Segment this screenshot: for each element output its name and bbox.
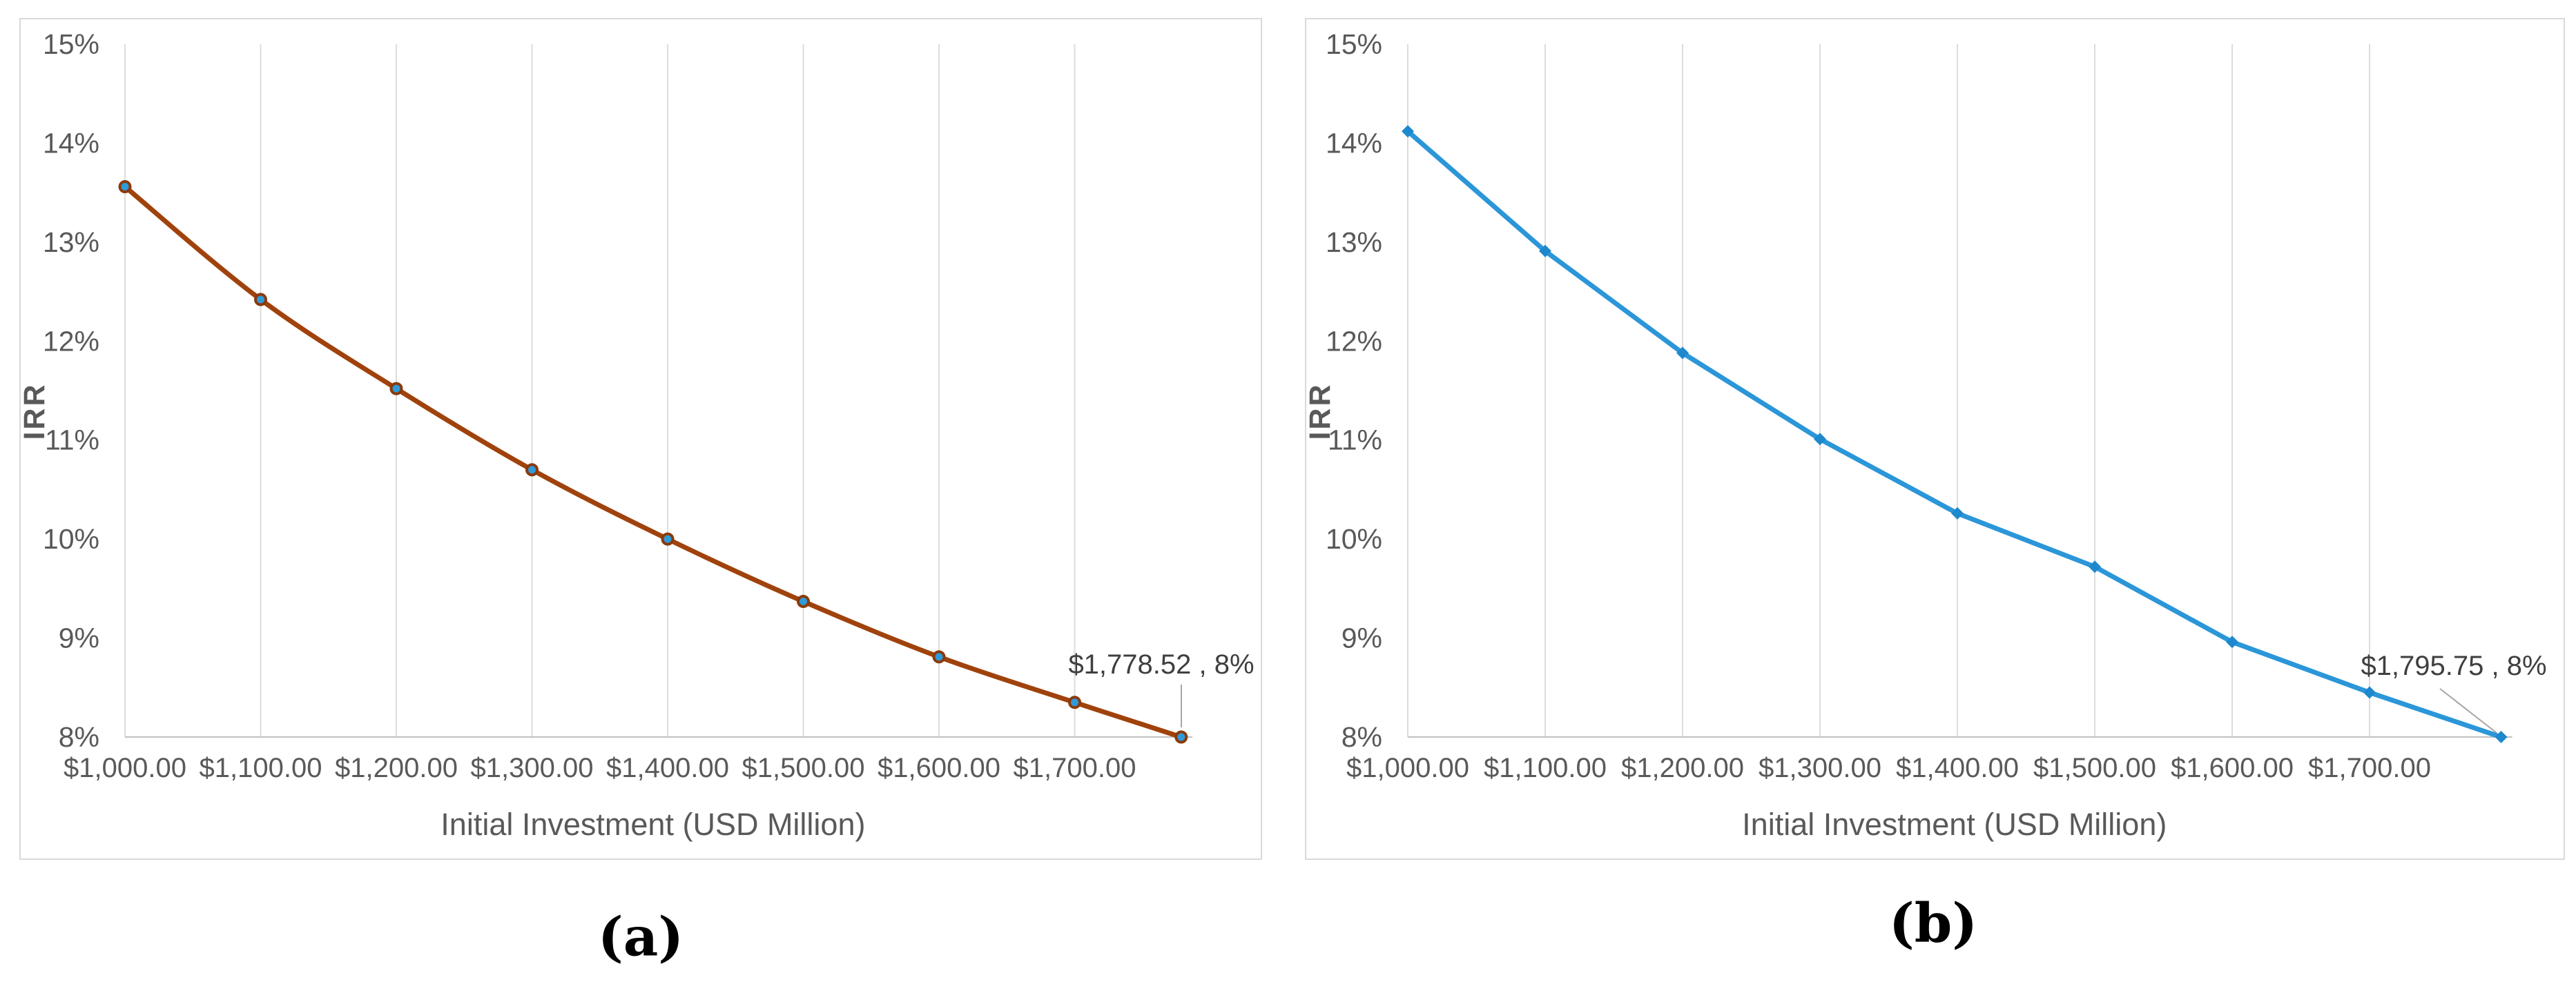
figure-label-b: (b) [1888, 892, 1978, 955]
y-axis-tick-label: 9% [59, 622, 99, 654]
x-axis-tick-label: $1,600.00 [878, 753, 1000, 783]
y-axis-tick-label: 9% [1342, 622, 1382, 654]
y-axis-tick-label: 12% [43, 325, 99, 357]
data-point-marker [1402, 125, 1414, 138]
x-axis-tick-label: $1,000.00 [1346, 753, 1469, 783]
y-axis-tick-label: 10% [43, 523, 99, 555]
data-point-marker [2226, 636, 2238, 649]
y-axis-tick-label: 13% [1326, 226, 1382, 258]
x-axis-tick-label: $1,700.00 [1014, 753, 1136, 783]
x-axis-tick-label: $1,500.00 [742, 753, 865, 783]
y-axis-tick-label: 15% [43, 28, 99, 60]
data-point-marker [118, 180, 132, 194]
x-axis-tick-label: $1,300.00 [471, 753, 594, 783]
x-axis-tick-label: $1,700.00 [2308, 753, 2431, 783]
data-point-marker [389, 382, 403, 395]
data-point-marker [932, 650, 946, 664]
x-axis-tick-label: $1,500.00 [2033, 753, 2156, 783]
y-axis-tick-label: 10% [1326, 523, 1382, 555]
data-point-marker [1174, 730, 1188, 744]
x-axis-tick-label: $1,100.00 [1484, 753, 1607, 783]
figure-label-a: (a) [597, 905, 684, 969]
panel-a-plot: 15% 14% 13% 12% 11% 10% 9% 8%$1,000.00 $1,100.00… [21, 28, 1255, 842]
data-point-marker [1539, 244, 1551, 257]
y-axis-tick-label: 11% [45, 424, 99, 456]
x-axis-tick-label: $1,400.00 [606, 753, 729, 783]
x-axis-tick-label: $1,200.00 [1621, 753, 1744, 783]
y-axis-title: IRR [21, 382, 51, 440]
data-point-marker [2089, 560, 2101, 573]
data-point-marker [525, 463, 539, 477]
x-axis-tick-label: $1,300.00 [1759, 753, 1881, 783]
data-point-marker [2363, 686, 2376, 699]
last-point-annotation: $1,778.52 , 8% [1068, 649, 1254, 680]
annotation-leader-line [2439, 688, 2497, 734]
data-point-marker [661, 532, 675, 546]
x-axis-tick-label: $1,100.00 [200, 753, 322, 783]
y-axis-tick-label: 12% [1326, 325, 1382, 357]
series-line [1405, 128, 2504, 740]
data-point-marker [254, 293, 267, 306]
x-axis-tick-label: $1,400.00 [1896, 753, 2019, 783]
panel-b-plot: 15% 14% 13% 12% 11% 10% 9% 8%$1,000.00 $1,100.00… [1306, 28, 2547, 842]
data-point-marker [2495, 731, 2508, 743]
data-point-marker [797, 595, 810, 609]
y-axis-tick-label: 14% [1326, 127, 1382, 159]
y-axis-tick-label: 11% [1328, 424, 1382, 456]
data-point-marker [1676, 346, 1689, 360]
x-axis-title: Initial Investment (USD Million) [440, 807, 865, 842]
y-axis-tick-label: 8% [59, 721, 99, 753]
data-point-marker [1814, 433, 1826, 446]
y-axis-tick-label: 15% [1326, 28, 1382, 60]
x-axis-tick-label: $1,600.00 [2171, 753, 2294, 783]
data-point-marker [1951, 507, 1964, 520]
y-axis-title: IRR [1306, 382, 1337, 440]
y-axis-tick-label: 13% [43, 226, 99, 258]
last-point-annotation: $1,795.75 , 8% [2361, 651, 2546, 681]
y-axis-tick-label: 14% [43, 127, 99, 159]
x-axis-tick-label: $1,200.00 [335, 753, 458, 783]
data-point-marker [1068, 696, 1081, 709]
y-axis-tick-label: 8% [1342, 721, 1382, 753]
series-line [122, 184, 1184, 740]
panel-a: 15% 14% 13% 12% 11% 10% 9% 8% $1,000.00 $1,100.00… [19, 18, 1262, 860]
x-axis-tick-label: $1,000.00 [64, 753, 186, 783]
x-axis-title: Initial Investment (USD Million) [1742, 807, 2167, 842]
panel-b: 15% 14% 13% 12% 11% 10% 9% 8% $1,000.00 $1,100.00… [1305, 18, 2565, 860]
